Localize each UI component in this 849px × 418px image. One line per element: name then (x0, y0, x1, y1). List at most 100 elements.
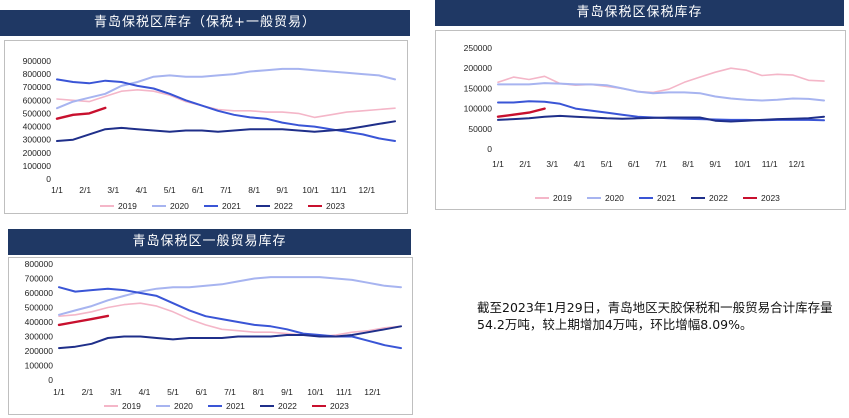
y-tick-label: 100000 (23, 161, 52, 171)
y-tick-label: 700000 (23, 82, 52, 92)
legend-label-2022: 2022 (278, 401, 297, 411)
x-tick-label: 12/1 (789, 159, 806, 169)
legend-label-2022: 2022 (709, 193, 728, 203)
x-tick-label: 9/1 (276, 185, 288, 195)
x-tick-label: 9/1 (709, 159, 721, 169)
y-tick-label: 600000 (23, 95, 52, 105)
legend-label-2022: 2022 (274, 201, 293, 211)
y-tick-label: 50000 (468, 124, 492, 134)
y-tick-label: 500000 (25, 303, 54, 313)
x-tick-label: 3/1 (546, 159, 558, 169)
y-tick-label: 200000 (464, 63, 493, 73)
x-tick-label: 2/1 (79, 185, 91, 195)
y-tick-label: 0 (487, 144, 492, 154)
y-tick-label: 100000 (25, 361, 54, 371)
x-tick-label: 6/1 (196, 387, 208, 397)
legend-label-2019: 2019 (122, 401, 141, 411)
series-line-2019 (497, 67, 825, 94)
chart-frame-total: 0 100000 200000 300000 400000 500000 600000 700… (4, 40, 408, 214)
legend-label-2023: 2023 (326, 201, 345, 211)
x-tick-label: 11/1 (331, 185, 347, 195)
x-tick-label: 12/1 (359, 185, 376, 195)
y-tick-label: 0 (48, 375, 53, 385)
y-tick-label: 700000 (25, 274, 54, 284)
x-tick-label: 10/1 (734, 159, 751, 169)
series-line-2023 (496, 107, 546, 118)
x-tick-label: 3/1 (110, 387, 122, 397)
x-tick-label: 1/1 (492, 159, 504, 169)
inventory-note: 截至2023年1月29日，青岛地区天胶保税和一般贸易合计库存量 54.2万吨，较… (477, 299, 845, 333)
legend-label-2020: 2020 (174, 401, 193, 411)
x-tick-label: 11/1 (336, 387, 352, 397)
x-tick-label: 8/1 (248, 185, 260, 195)
legend-label-2019: 2019 (553, 193, 572, 203)
y-tick-label: 800000 (23, 69, 52, 79)
x-tick-label: 1/1 (53, 387, 65, 397)
x-tick-label: 12/1 (364, 387, 381, 397)
y-tick-label: 800000 (25, 259, 54, 269)
chart-title-total: 青岛保税区库存（保税+一般贸易） (0, 10, 410, 36)
x-tick-label: 8/1 (682, 159, 694, 169)
x-tick-label: 5/1 (601, 159, 613, 169)
x-tick-label: 3/1 (107, 185, 119, 195)
series-line-2022 (56, 120, 396, 142)
chart-svg-general: 0 100000 200000 300000 400000 500000 600000 700… (25, 259, 402, 411)
series-line-2020 (58, 276, 402, 316)
chart-title-general: 青岛保税区一般贸易库存 (8, 229, 411, 255)
x-tick-label: 11/1 (762, 159, 778, 169)
x-tick-label: 4/1 (139, 387, 151, 397)
legend-label-2023: 2023 (330, 401, 349, 411)
y-tick-label: 200000 (25, 346, 54, 356)
chart-panel-total: 青岛保税区库存（保税+一般贸易） 0 100000 200000 300000 4000… (0, 10, 410, 215)
x-tick-label: 10/1 (307, 387, 324, 397)
x-tick-label: 6/1 (192, 185, 204, 195)
y-tick-label: 150000 (464, 83, 493, 93)
x-tick-label: 4/1 (574, 159, 586, 169)
y-tick-label: 200000 (23, 148, 52, 158)
x-tick-label: 5/1 (167, 387, 179, 397)
chart-svg-bonded: 0 50000 100000 150000 200000 250000 1/1 2/1 3/1 4… (464, 43, 825, 203)
inventory-note-line2: 54.2万吨，较上期增加4万吨，环比增幅8.09%。 (477, 317, 753, 332)
series-line-2023 (55, 106, 107, 120)
x-tick-label: 4/1 (136, 185, 148, 195)
chart-frame-general: 0 100000 200000 300000 400000 500000 600000 700… (8, 257, 413, 415)
y-tick-label: 100000 (464, 104, 493, 114)
y-tick-label: 300000 (23, 135, 52, 145)
series-line-2019 (58, 302, 402, 338)
legend-label-2021: 2021 (226, 401, 245, 411)
series-line-2020 (497, 82, 825, 102)
x-tick-label: 5/1 (164, 185, 176, 195)
chart-panel-bonded: 青岛保税区保税库存 0 50000 100000 150000 200000 250000… (435, 0, 846, 210)
x-tick-label: 9/1 (281, 387, 293, 397)
y-tick-label: 900000 (23, 56, 52, 66)
legend-label-2020: 2020 (605, 193, 624, 203)
chart-frame-bonded: 0 50000 100000 150000 200000 250000 1/1 2/1 3/1 4… (435, 30, 846, 210)
chart-title-bonded: 青岛保税区保税库存 (435, 0, 844, 26)
y-tick-label: 600000 (25, 288, 54, 298)
series-line-2023 (57, 314, 110, 327)
legend-label-2021: 2021 (657, 193, 676, 203)
y-tick-label: 300000 (25, 332, 54, 342)
series-line-2020 (56, 67, 396, 110)
series-line-2019 (56, 88, 396, 119)
chart-panel-general: 青岛保税区一般贸易库存 0 100000 200000 300000 400000 500… (8, 229, 413, 415)
x-tick-label: 6/1 (628, 159, 640, 169)
legend-label-2023: 2023 (761, 193, 780, 203)
y-tick-label: 500000 (23, 108, 52, 118)
legend-label-2021: 2021 (222, 201, 241, 211)
legend-label-2019: 2019 (118, 201, 137, 211)
y-tick-label: 0 (46, 174, 51, 184)
y-tick-label: 400000 (23, 122, 52, 132)
inventory-note-line1: 截至2023年1月29日，青岛地区天胶保税和一般贸易合计库存量 (477, 300, 833, 315)
x-tick-label: 7/1 (220, 185, 232, 195)
legend-label-2020: 2020 (170, 201, 189, 211)
series-line-2021 (58, 286, 402, 350)
series-line-2022 (497, 114, 825, 123)
x-tick-label: 8/1 (253, 387, 265, 397)
x-tick-label: 2/1 (82, 387, 94, 397)
chart-svg-total: 0 100000 200000 300000 400000 500000 600000 700… (23, 56, 396, 211)
x-tick-label: 1/1 (51, 185, 63, 195)
y-tick-label: 400000 (25, 317, 54, 327)
x-tick-label: 2/1 (519, 159, 531, 169)
x-tick-label: 7/1 (224, 387, 236, 397)
